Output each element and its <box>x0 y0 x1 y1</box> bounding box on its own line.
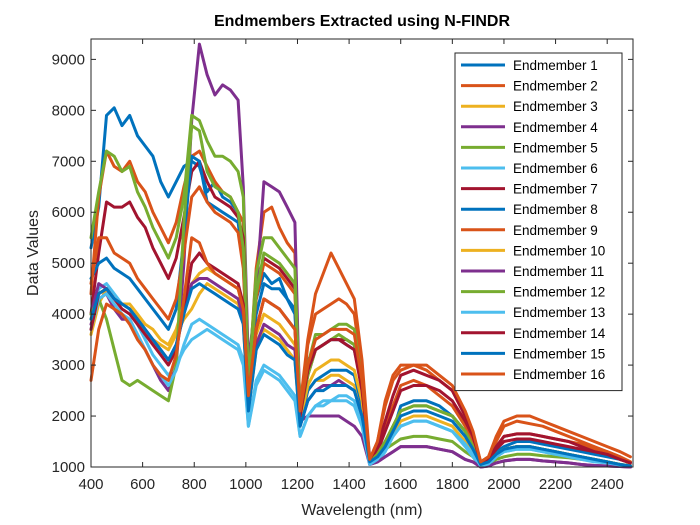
x-axis: 400 600 800 1000 1200 1400 1600 1800 2000 2200 240… <box>78 39 624 493</box>
legend-label-2: Endmember 2 <box>513 79 598 94</box>
chart-title: Endmembers Extracted using N-FINDR <box>214 13 511 30</box>
y-tick-label-3: 4000 <box>52 306 85 323</box>
legend-label-10: Endmember 10 <box>513 243 605 258</box>
legend-label-15: Endmember 15 <box>513 346 605 361</box>
legend-label-4: Endmember 4 <box>513 120 598 135</box>
axes-box <box>90 38 634 468</box>
series-line-13 <box>89 292 632 468</box>
legend-label-12: Endmember 12 <box>513 285 605 300</box>
series-line-14 <box>89 251 632 465</box>
series-line-16 <box>89 236 632 464</box>
x-tick-label-10: 2400 <box>591 476 624 493</box>
x-tick-label-5: 1400 <box>332 476 365 493</box>
y-tick-label-1: 2000 <box>52 408 85 425</box>
x-tick-label-0: 400 <box>78 476 103 493</box>
x-tick-label-6: 1600 <box>384 476 417 493</box>
x-tick-label-2: 800 <box>182 476 207 493</box>
y-tick-label-8: 9000 <box>52 51 85 68</box>
legend: Endmember 1 Endmember 2 Endmember 3 Endmemb… <box>454 52 623 392</box>
legend-box <box>454 52 623 392</box>
y-tick-label-0: 1000 <box>52 459 85 476</box>
y-tick-label-5: 6000 <box>52 204 85 221</box>
x-tick-label-9: 2200 <box>539 476 572 493</box>
series-line-5 <box>89 113 632 469</box>
series-layer <box>89 42 632 469</box>
series-line-15 <box>89 282 632 468</box>
legend-label-1: Endmember 1 <box>513 58 598 73</box>
legend-label-3: Endmember 3 <box>513 99 598 114</box>
series-line-9 <box>89 185 632 464</box>
y-tick-label-7: 8000 <box>52 102 85 119</box>
legend-label-16: Endmember 16 <box>513 367 605 382</box>
y-tick-label-2: 3000 <box>52 357 85 374</box>
legend-label-6: Endmember 6 <box>513 161 598 176</box>
y-tick-label-4: 5000 <box>52 255 85 272</box>
y-axis: 1000 2000 3000 4000 5000 6000 7000 8000 9000 <box>52 51 633 476</box>
x-tick-label-8: 2000 <box>487 476 520 493</box>
x-tick-label-1: 600 <box>130 476 155 493</box>
x-tick-label-3: 1000 <box>229 476 262 493</box>
legend-label-14: Endmember 14 <box>513 326 606 341</box>
x-tick-label-7: 1800 <box>436 476 469 493</box>
legend-label-5: Endmember 5 <box>513 140 598 155</box>
legend-label-13: Endmember 13 <box>513 305 605 320</box>
x-axis-label: Wavelength (nm) <box>301 502 422 519</box>
y-tick-label-6: 7000 <box>52 153 85 170</box>
legend-label-11: Endmember 11 <box>513 264 604 279</box>
x-tick-label-4: 1200 <box>281 476 314 493</box>
legend-label-7: Endmember 7 <box>513 182 598 197</box>
y-axis-label: Data Values <box>25 210 42 296</box>
legend-label-9: Endmember 9 <box>513 223 598 238</box>
legend-label-8: Endmember 8 <box>513 202 598 217</box>
